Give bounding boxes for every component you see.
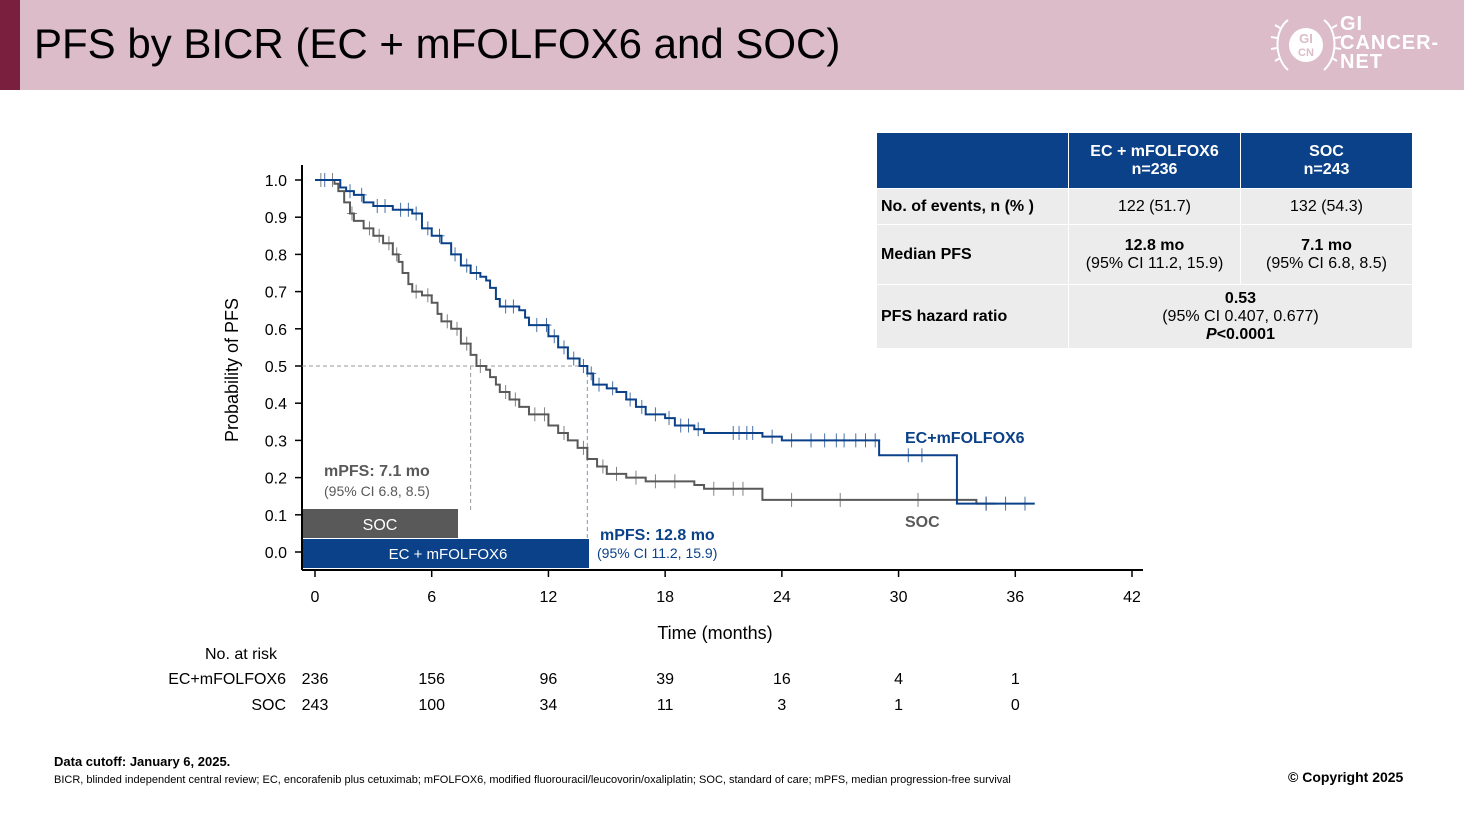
median-pfs-soc: 7.1 mo (95% CI 6.8, 8.5) <box>1240 224 1413 285</box>
hazard-ratio-cell: 0.53 (95% CI 0.407, 0.677) P<0.0001 <box>1068 284 1413 349</box>
p-value: P<0.0001 <box>1069 326 1412 344</box>
x-tick-label: 24 <box>773 589 791 606</box>
y-tick-label: 0.5 <box>265 359 287 376</box>
logo-badge-bottom: CN <box>1298 47 1314 59</box>
logo-text-line1: GI <box>1340 13 1364 35</box>
risk-value: 0 <box>1010 697 1020 714</box>
soc-mpfs-ci: (95% CI 6.8, 8.5) <box>324 483 430 499</box>
table-row: PFS hazard ratio 0.53 (95% CI 0.407, 0.6… <box>876 284 1413 349</box>
table-header-ec-arm: EC + mFOLFOX6 <box>1090 142 1219 160</box>
page-title: PFS by BICR (EC + mFOLFOX6 and SOC) <box>34 20 841 67</box>
ec-mpfs-label: mPFS: 12.8 mo <box>600 527 715 544</box>
median-pfs-ec-ci: (95% CI 11.2, 15.9) <box>1085 254 1224 272</box>
risk-value: 11 <box>656 697 674 714</box>
table-header-row: EC + mFOLFOX6 n=236 SOC n=243 <box>876 132 1413 189</box>
summary-table: EC + mFOLFOX6 n=236 SOC n=243 No. of eve… <box>876 132 1413 349</box>
risk-row-label-ec: EC+mFOLFOX6 <box>168 671 286 688</box>
logo-badge-top: GI <box>1299 31 1313 46</box>
x-tick-label: 6 <box>427 589 436 606</box>
copyright-notice: © Copyright 2025 <box>1288 769 1404 785</box>
median-pfs-ec-value: 12.8 mo <box>1124 236 1185 254</box>
ec-mpfs-ci: (95% CI 11.2, 15.9) <box>597 545 717 561</box>
p-value-symbol: P <box>1206 325 1217 343</box>
x-tick-label: 30 <box>890 589 908 606</box>
median-pfs-soc-ci: (95% CI 6.8, 8.5) <box>1266 254 1387 272</box>
x-tick-label: 42 <box>1123 589 1141 606</box>
title-accent-strip <box>0 0 20 90</box>
table-header-soc: SOC n=243 <box>1240 132 1413 189</box>
table-header-blank <box>876 132 1069 189</box>
soc-median-bar <box>303 509 458 538</box>
y-tick-label: 1.0 <box>265 173 287 190</box>
row-label-hazard-ratio: PFS hazard ratio <box>876 284 1069 349</box>
row-label-events: No. of events, n (% ) <box>876 188 1069 225</box>
soc-series-label: SOC <box>905 514 940 531</box>
row-label-median-pfs: Median PFS <box>876 224 1069 285</box>
risk-value: 16 <box>772 671 791 688</box>
risk-value: 34 <box>539 697 558 714</box>
risk-value: 100 <box>418 697 446 714</box>
x-tick-label: 12 <box>540 589 558 606</box>
events-soc: 132 (54.3) <box>1240 188 1413 225</box>
y-tick-label: 0.8 <box>265 247 287 264</box>
soc-mpfs-label: mPFS: 7.1 mo <box>324 463 430 480</box>
x-tick-label: 18 <box>656 589 674 606</box>
ec-series-label: EC+mFOLFOX6 <box>905 430 1025 447</box>
y-tick-label: 0.9 <box>265 210 287 227</box>
table-header-ec-n: n=236 <box>1131 160 1178 178</box>
logo-text: GI CANCER- NET <box>1340 13 1440 73</box>
logo-badge <box>1289 28 1323 62</box>
risk-value: 39 <box>656 671 675 688</box>
y-axis-label: Probability of PFS <box>222 298 242 442</box>
y-tick-label: 0.6 <box>265 322 287 339</box>
risk-value: 1 <box>894 697 904 714</box>
median-pfs-soc-value: 7.1 mo <box>1301 236 1352 254</box>
logo-text-line3: NET <box>1340 51 1383 73</box>
y-tick-label: 0.0 <box>265 545 287 562</box>
title-bar <box>0 0 1464 90</box>
risk-value: 1 <box>1010 671 1020 688</box>
risk-value: 243 <box>301 697 329 714</box>
risk-row-label-soc: SOC <box>251 697 286 714</box>
table-row: No. of events, n (% ) 122 (51.7) 132 (54… <box>876 188 1413 225</box>
y-tick-label: 0.1 <box>265 508 287 525</box>
table-header-ec: EC + mFOLFOX6 n=236 <box>1068 132 1241 189</box>
y-tick-label: 0.2 <box>265 471 287 488</box>
ec-median-bar-label: EC + mFOLFOX6 <box>389 546 508 563</box>
table-row: Median PFS 12.8 mo (95% CI 11.2, 15.9) 7… <box>876 224 1413 285</box>
risk-value: 156 <box>418 671 446 688</box>
y-tick-label: 0.4 <box>265 396 287 413</box>
risk-value: 3 <box>777 697 787 714</box>
hazard-ratio-value: 0.53 <box>1224 289 1257 307</box>
table-header-soc-arm: SOC <box>1309 142 1344 160</box>
x-axis-label: Time (months) <box>657 623 772 643</box>
y-tick-label: 0.7 <box>265 285 287 302</box>
p-value-number: <0.0001 <box>1216 325 1275 343</box>
logo-text-line2: CANCER- <box>1340 32 1440 54</box>
soc-median-bar-label: SOC <box>363 517 398 534</box>
hazard-ratio-ci: (95% CI 0.407, 0.677) <box>1162 307 1319 325</box>
y-tick-label: 0.3 <box>265 433 287 450</box>
x-tick-label: 36 <box>1006 589 1024 606</box>
x-tick-label: 0 <box>311 589 320 606</box>
abbreviations-note: BICR, blinded independent central review… <box>54 774 1011 786</box>
data-cutoff-note: Data cutoff: January 6, 2025. <box>54 754 231 769</box>
table-header-soc-n: n=243 <box>1303 160 1350 178</box>
risk-value: 236 <box>301 671 329 688</box>
risk-value: 4 <box>894 671 904 688</box>
events-ec: 122 (51.7) <box>1068 188 1241 225</box>
risk-table-title: No. at risk <box>205 646 278 663</box>
risk-value: 96 <box>539 671 558 688</box>
ec-median-bar <box>303 539 589 568</box>
gi-cancer-net-logo: GI CN <box>1270 19 1342 71</box>
median-pfs-ec: 12.8 mo (95% CI 11.2, 15.9) <box>1068 224 1241 285</box>
laurel-wreath-icon <box>1270 19 1342 71</box>
